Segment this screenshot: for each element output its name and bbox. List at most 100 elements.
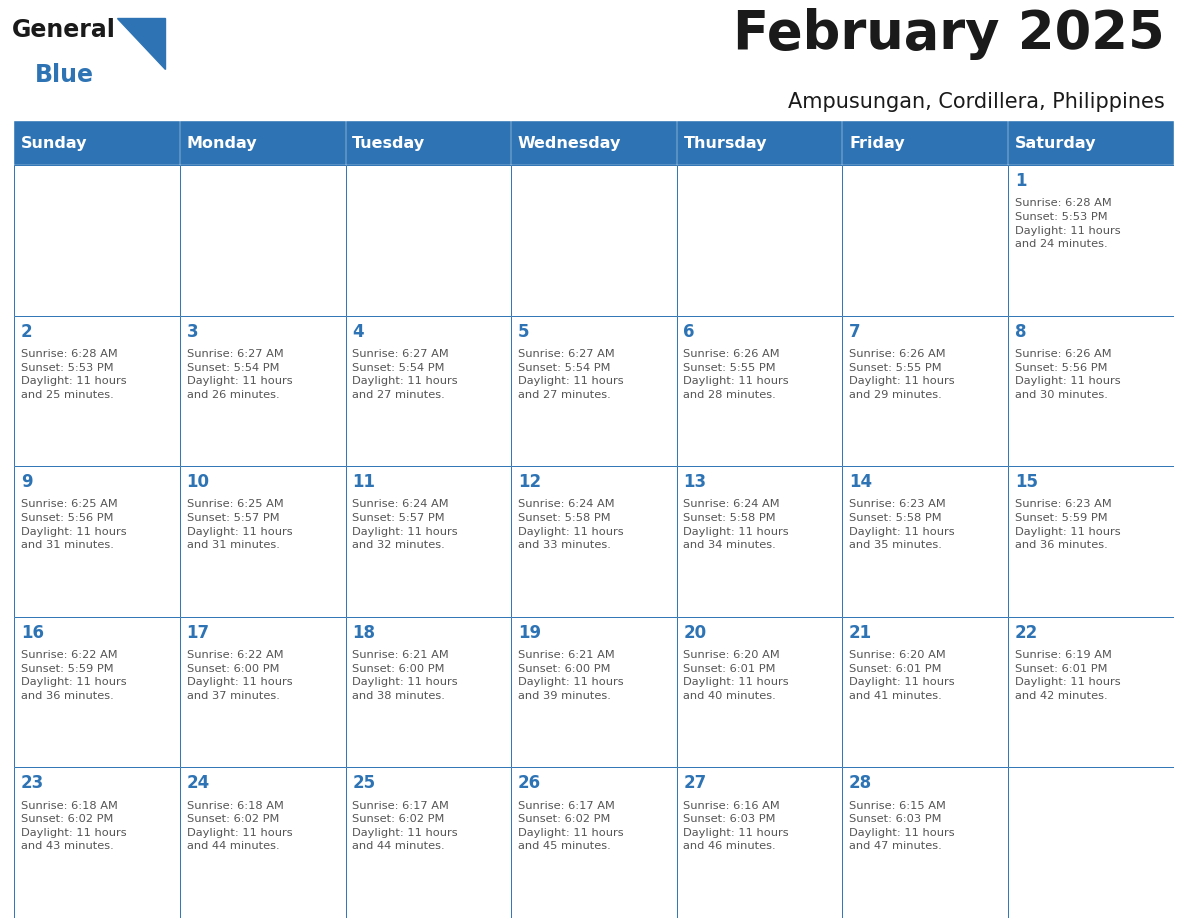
FancyBboxPatch shape (842, 466, 1009, 617)
Text: Sunrise: 6:16 AM
Sunset: 6:03 PM
Daylight: 11 hours
and 46 minutes.: Sunrise: 6:16 AM Sunset: 6:03 PM Dayligh… (683, 800, 789, 851)
FancyBboxPatch shape (677, 121, 842, 165)
Text: 13: 13 (683, 473, 707, 491)
FancyBboxPatch shape (677, 165, 842, 316)
Text: 8: 8 (1015, 322, 1026, 341)
Text: Sunrise: 6:26 AM
Sunset: 5:56 PM
Daylight: 11 hours
and 30 minutes.: Sunrise: 6:26 AM Sunset: 5:56 PM Dayligh… (1015, 349, 1120, 399)
FancyBboxPatch shape (677, 316, 842, 466)
Polygon shape (118, 17, 165, 70)
Text: Tuesday: Tuesday (352, 136, 425, 151)
Text: Sunrise: 6:26 AM
Sunset: 5:55 PM
Daylight: 11 hours
and 28 minutes.: Sunrise: 6:26 AM Sunset: 5:55 PM Dayligh… (683, 349, 789, 399)
FancyBboxPatch shape (346, 316, 511, 466)
Text: Sunrise: 6:22 AM
Sunset: 5:59 PM
Daylight: 11 hours
and 36 minutes.: Sunrise: 6:22 AM Sunset: 5:59 PM Dayligh… (21, 650, 126, 700)
Text: 2: 2 (21, 322, 32, 341)
FancyBboxPatch shape (677, 466, 842, 617)
Text: 22: 22 (1015, 623, 1038, 642)
Text: Thursday: Thursday (683, 136, 767, 151)
Text: Sunrise: 6:17 AM
Sunset: 6:02 PM
Daylight: 11 hours
and 45 minutes.: Sunrise: 6:17 AM Sunset: 6:02 PM Dayligh… (518, 800, 624, 851)
Text: Sunrise: 6:21 AM
Sunset: 6:00 PM
Daylight: 11 hours
and 38 minutes.: Sunrise: 6:21 AM Sunset: 6:00 PM Dayligh… (352, 650, 457, 700)
FancyBboxPatch shape (1009, 617, 1174, 767)
Text: Sunrise: 6:25 AM
Sunset: 5:56 PM
Daylight: 11 hours
and 31 minutes.: Sunrise: 6:25 AM Sunset: 5:56 PM Dayligh… (21, 499, 126, 550)
FancyBboxPatch shape (179, 617, 346, 767)
FancyBboxPatch shape (677, 767, 842, 918)
Text: Sunrise: 6:18 AM
Sunset: 6:02 PM
Daylight: 11 hours
and 43 minutes.: Sunrise: 6:18 AM Sunset: 6:02 PM Dayligh… (21, 800, 126, 851)
FancyBboxPatch shape (14, 617, 179, 767)
FancyBboxPatch shape (511, 121, 677, 165)
Text: 4: 4 (352, 322, 364, 341)
FancyBboxPatch shape (1009, 165, 1174, 316)
FancyBboxPatch shape (179, 466, 346, 617)
Text: 9: 9 (21, 473, 32, 491)
Text: Sunrise: 6:19 AM
Sunset: 6:01 PM
Daylight: 11 hours
and 42 minutes.: Sunrise: 6:19 AM Sunset: 6:01 PM Dayligh… (1015, 650, 1120, 700)
Text: 19: 19 (518, 623, 541, 642)
Text: 12: 12 (518, 473, 541, 491)
Text: 27: 27 (683, 774, 707, 792)
Text: February 2025: February 2025 (733, 7, 1164, 60)
Text: 25: 25 (352, 774, 375, 792)
Text: 10: 10 (187, 473, 209, 491)
Text: Sunrise: 6:20 AM
Sunset: 6:01 PM
Daylight: 11 hours
and 41 minutes.: Sunrise: 6:20 AM Sunset: 6:01 PM Dayligh… (849, 650, 955, 700)
Text: 11: 11 (352, 473, 375, 491)
Text: Monday: Monday (187, 136, 257, 151)
FancyBboxPatch shape (179, 316, 346, 466)
FancyBboxPatch shape (511, 767, 677, 918)
FancyBboxPatch shape (14, 767, 179, 918)
FancyBboxPatch shape (346, 617, 511, 767)
Text: Sunrise: 6:25 AM
Sunset: 5:57 PM
Daylight: 11 hours
and 31 minutes.: Sunrise: 6:25 AM Sunset: 5:57 PM Dayligh… (187, 499, 292, 550)
FancyBboxPatch shape (511, 316, 677, 466)
Text: Sunrise: 6:28 AM
Sunset: 5:53 PM
Daylight: 11 hours
and 24 minutes.: Sunrise: 6:28 AM Sunset: 5:53 PM Dayligh… (1015, 198, 1120, 249)
Text: 21: 21 (849, 623, 872, 642)
Text: Sunrise: 6:23 AM
Sunset: 5:59 PM
Daylight: 11 hours
and 36 minutes.: Sunrise: 6:23 AM Sunset: 5:59 PM Dayligh… (1015, 499, 1120, 550)
Text: Sunrise: 6:24 AM
Sunset: 5:58 PM
Daylight: 11 hours
and 34 minutes.: Sunrise: 6:24 AM Sunset: 5:58 PM Dayligh… (683, 499, 789, 550)
FancyBboxPatch shape (511, 165, 677, 316)
Text: Friday: Friday (849, 136, 905, 151)
Text: Sunrise: 6:18 AM
Sunset: 6:02 PM
Daylight: 11 hours
and 44 minutes.: Sunrise: 6:18 AM Sunset: 6:02 PM Dayligh… (187, 800, 292, 851)
FancyBboxPatch shape (842, 121, 1009, 165)
Text: 7: 7 (849, 322, 861, 341)
FancyBboxPatch shape (179, 767, 346, 918)
Text: 5: 5 (518, 322, 530, 341)
FancyBboxPatch shape (1009, 767, 1174, 918)
Text: Sunrise: 6:20 AM
Sunset: 6:01 PM
Daylight: 11 hours
and 40 minutes.: Sunrise: 6:20 AM Sunset: 6:01 PM Dayligh… (683, 650, 789, 700)
Text: Saturday: Saturday (1015, 136, 1097, 151)
Text: Wednesday: Wednesday (518, 136, 621, 151)
Text: Sunrise: 6:28 AM
Sunset: 5:53 PM
Daylight: 11 hours
and 25 minutes.: Sunrise: 6:28 AM Sunset: 5:53 PM Dayligh… (21, 349, 126, 399)
Text: Sunrise: 6:22 AM
Sunset: 6:00 PM
Daylight: 11 hours
and 37 minutes.: Sunrise: 6:22 AM Sunset: 6:00 PM Dayligh… (187, 650, 292, 700)
FancyBboxPatch shape (677, 617, 842, 767)
FancyBboxPatch shape (346, 165, 511, 316)
FancyBboxPatch shape (346, 767, 511, 918)
Text: 24: 24 (187, 774, 210, 792)
Text: 3: 3 (187, 322, 198, 341)
Text: 18: 18 (352, 623, 375, 642)
Text: 15: 15 (1015, 473, 1038, 491)
FancyBboxPatch shape (842, 767, 1009, 918)
FancyBboxPatch shape (14, 316, 179, 466)
FancyBboxPatch shape (14, 165, 179, 316)
FancyBboxPatch shape (1009, 466, 1174, 617)
Text: Blue: Blue (36, 63, 94, 87)
FancyBboxPatch shape (842, 165, 1009, 316)
FancyBboxPatch shape (511, 466, 677, 617)
Text: Sunrise: 6:24 AM
Sunset: 5:57 PM
Daylight: 11 hours
and 32 minutes.: Sunrise: 6:24 AM Sunset: 5:57 PM Dayligh… (352, 499, 457, 550)
FancyBboxPatch shape (842, 316, 1009, 466)
Text: General: General (12, 17, 115, 41)
FancyBboxPatch shape (842, 617, 1009, 767)
Text: Sunrise: 6:17 AM
Sunset: 6:02 PM
Daylight: 11 hours
and 44 minutes.: Sunrise: 6:17 AM Sunset: 6:02 PM Dayligh… (352, 800, 457, 851)
FancyBboxPatch shape (14, 466, 179, 617)
Text: 23: 23 (21, 774, 44, 792)
FancyBboxPatch shape (14, 121, 179, 165)
Text: Sunrise: 6:26 AM
Sunset: 5:55 PM
Daylight: 11 hours
and 29 minutes.: Sunrise: 6:26 AM Sunset: 5:55 PM Dayligh… (849, 349, 955, 399)
Text: Sunrise: 6:27 AM
Sunset: 5:54 PM
Daylight: 11 hours
and 27 minutes.: Sunrise: 6:27 AM Sunset: 5:54 PM Dayligh… (352, 349, 457, 399)
Text: Sunrise: 6:15 AM
Sunset: 6:03 PM
Daylight: 11 hours
and 47 minutes.: Sunrise: 6:15 AM Sunset: 6:03 PM Dayligh… (849, 800, 955, 851)
Text: Sunrise: 6:24 AM
Sunset: 5:58 PM
Daylight: 11 hours
and 33 minutes.: Sunrise: 6:24 AM Sunset: 5:58 PM Dayligh… (518, 499, 624, 550)
Text: 28: 28 (849, 774, 872, 792)
Text: 16: 16 (21, 623, 44, 642)
Text: 20: 20 (683, 623, 707, 642)
FancyBboxPatch shape (1009, 316, 1174, 466)
Text: 26: 26 (518, 774, 541, 792)
FancyBboxPatch shape (346, 121, 511, 165)
Text: Ampusungan, Cordillera, Philippines: Ampusungan, Cordillera, Philippines (788, 93, 1164, 112)
Text: 6: 6 (683, 322, 695, 341)
Text: Sunrise: 6:23 AM
Sunset: 5:58 PM
Daylight: 11 hours
and 35 minutes.: Sunrise: 6:23 AM Sunset: 5:58 PM Dayligh… (849, 499, 955, 550)
FancyBboxPatch shape (511, 617, 677, 767)
Text: Sunrise: 6:21 AM
Sunset: 6:00 PM
Daylight: 11 hours
and 39 minutes.: Sunrise: 6:21 AM Sunset: 6:00 PM Dayligh… (518, 650, 624, 700)
